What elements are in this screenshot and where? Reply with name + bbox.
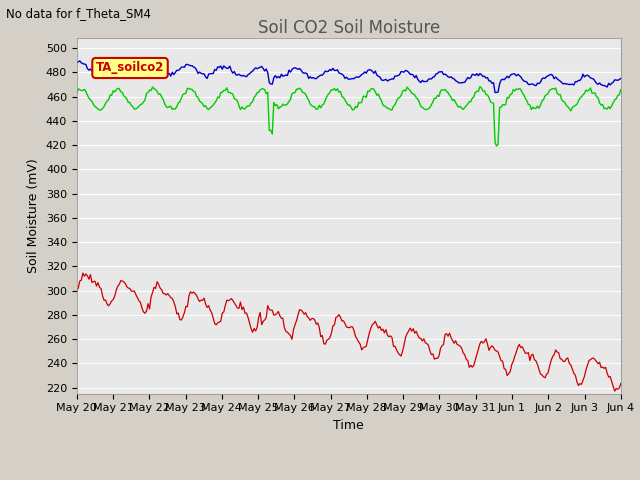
Theta 1: [255, 315, 262, 321]
Theta 2: [140, 99, 147, 105]
Theta 2: [589, 90, 597, 96]
Theta 3: [312, 76, 320, 82]
Text: No data for f_Theta_SM4: No data for f_Theta_SM4: [6, 7, 152, 20]
Theta 3: [141, 64, 149, 70]
X-axis label: Time: Time: [333, 419, 364, 432]
Theta 3: [237, 72, 244, 78]
Theta 3: [76, 58, 84, 64]
Title: Soil CO2 Soil Moisture: Soil CO2 Soil Moisture: [258, 19, 440, 37]
Theta 1: [617, 381, 625, 386]
Legend: Theta 1, Theta 2, Theta 3: Theta 1, Theta 2, Theta 3: [185, 478, 513, 480]
Y-axis label: Soil Moisture (mV): Soil Moisture (mV): [28, 158, 40, 274]
Theta 1: [264, 303, 271, 309]
Theta 3: [255, 65, 262, 71]
Line: Theta 1: Theta 1: [77, 273, 621, 391]
Theta 1: [237, 299, 244, 305]
Theta 2: [262, 91, 270, 96]
Theta 2: [493, 143, 500, 149]
Theta 3: [589, 76, 597, 82]
Line: Theta 3: Theta 3: [77, 61, 621, 93]
Theta 2: [235, 103, 243, 108]
Theta 1: [73, 288, 81, 294]
Theta 1: [141, 310, 149, 316]
Theta 1: [588, 356, 596, 361]
Theta 2: [311, 104, 319, 110]
Theta 1: [79, 270, 86, 276]
Theta 3: [264, 70, 271, 75]
Theta 1: [312, 321, 320, 327]
Theta 3: [491, 90, 499, 96]
Theta 1: [611, 388, 619, 394]
Theta 2: [617, 87, 625, 93]
Theta 2: [253, 90, 261, 96]
Line: Theta 2: Theta 2: [77, 87, 621, 146]
Text: TA_soilco2: TA_soilco2: [96, 61, 164, 74]
Theta 3: [617, 75, 625, 81]
Theta 3: [73, 60, 81, 65]
Theta 2: [73, 90, 81, 96]
Theta 2: [476, 84, 484, 90]
